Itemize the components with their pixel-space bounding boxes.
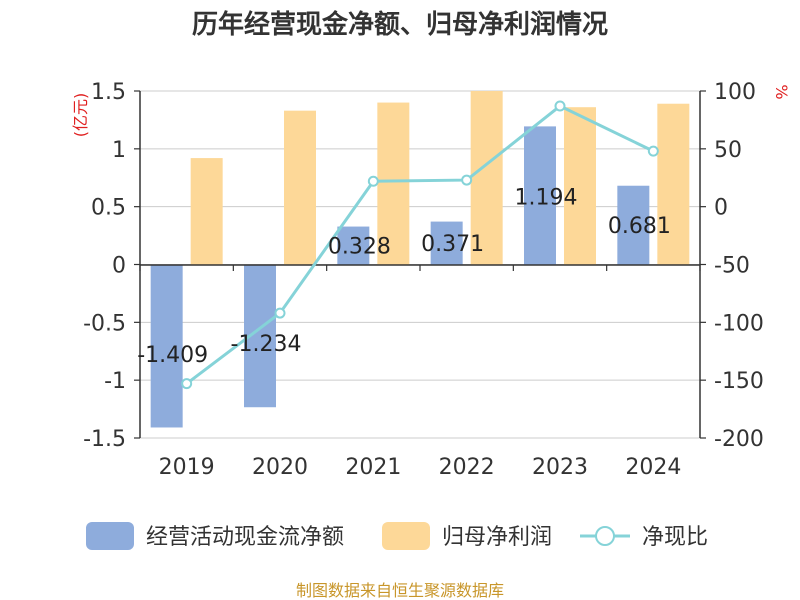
data-label-cash-flow: 0.681	[608, 214, 671, 239]
bar-net-profit-2021	[377, 102, 410, 265]
right-tick-label: -200	[714, 427, 764, 452]
legend-label-net-profit: 归母净利润	[442, 525, 552, 550]
legend-swatch-cash-flow	[86, 522, 134, 550]
bar-cash-flow-2021	[337, 226, 370, 265]
data-label-cash-flow: -1.409	[137, 343, 208, 368]
bars-group	[150, 91, 690, 428]
x-tick-label: 2024	[625, 455, 681, 480]
x-tick-label: 2019	[159, 455, 215, 480]
source-note: 制图数据来自恒生聚源数据库	[296, 581, 504, 600]
right-tick-label: -50	[714, 254, 750, 279]
ratio-line	[185, 104, 654, 385]
legend: 经营活动现金流净额 归母净利润 净现比	[86, 522, 708, 550]
chart-title: 历年经营现金净额、归母净利润情况	[192, 9, 608, 40]
bar-net-profit-2024	[657, 103, 690, 265]
bar-net-profit-2019	[190, 158, 223, 265]
right-tick-label: -150	[714, 369, 764, 394]
data-label-cash-flow: 0.371	[421, 232, 484, 257]
ratio-point-2019	[181, 378, 193, 390]
left-tick-label: 0	[112, 254, 126, 279]
bar-net-profit-2020	[284, 110, 316, 265]
ratio-point-2024	[647, 145, 659, 157]
legend-swatch-net-profit	[382, 522, 430, 550]
right-tick-label: 50	[714, 138, 742, 163]
legend-label-ratio: 净现比	[642, 525, 708, 550]
x-tick-label: 2022	[439, 455, 495, 480]
bar-net-profit-2022	[470, 91, 503, 265]
right-axis-unit: %	[772, 84, 791, 99]
left-tick-label: 1.5	[91, 80, 126, 105]
right-tick-label: 0	[714, 196, 728, 221]
left-tick-label: 0.5	[91, 196, 126, 221]
bar-cash-flow-2022	[430, 221, 463, 265]
x-tick-label: 2020	[252, 455, 308, 480]
left-tick-label: 1	[112, 138, 126, 163]
left-tick-label: -1	[104, 369, 126, 394]
ratio-line-group	[181, 100, 659, 390]
axes-group	[134, 90, 706, 439]
left-tick-label: -0.5	[83, 311, 126, 336]
bar-cash-flow-2024	[617, 185, 650, 265]
left-tick-label: -1.5	[83, 427, 126, 452]
x-tick-label: 2023	[532, 455, 588, 480]
legend-marker-ratio	[595, 526, 615, 546]
x-tick-label: 2021	[345, 455, 401, 480]
bar-net-profit-2023	[564, 107, 596, 265]
ratio-point-2020	[274, 307, 286, 319]
right-tick-label: -100	[714, 311, 764, 336]
ratio-point-2021	[367, 175, 379, 187]
data-label-cash-flow: 0.328	[328, 235, 391, 260]
legend-label-cash-flow: 经营活动现金流净额	[146, 525, 344, 550]
data-label-cash-flow: -1.234	[231, 332, 302, 357]
ratio-point-2023	[554, 100, 566, 112]
right-tick-label: 100	[714, 80, 756, 105]
tick-labels-group: 1.5 1 0.5 0 -0.5 -1 -1.5 100 50 0 -50 -100 -150 -200 2…	[83, 80, 764, 480]
left-axis-unit: (亿元)	[71, 93, 90, 138]
bar-cash-flow-2023	[524, 126, 556, 265]
data-label-cash-flow: 1.194	[515, 185, 578, 210]
ratio-point-2022	[461, 174, 473, 186]
bar-cash-flow-2019	[150, 264, 183, 428]
data-labels-group: -1.409 -1.234 0.328 0.371 1.194 0.681	[137, 185, 671, 368]
